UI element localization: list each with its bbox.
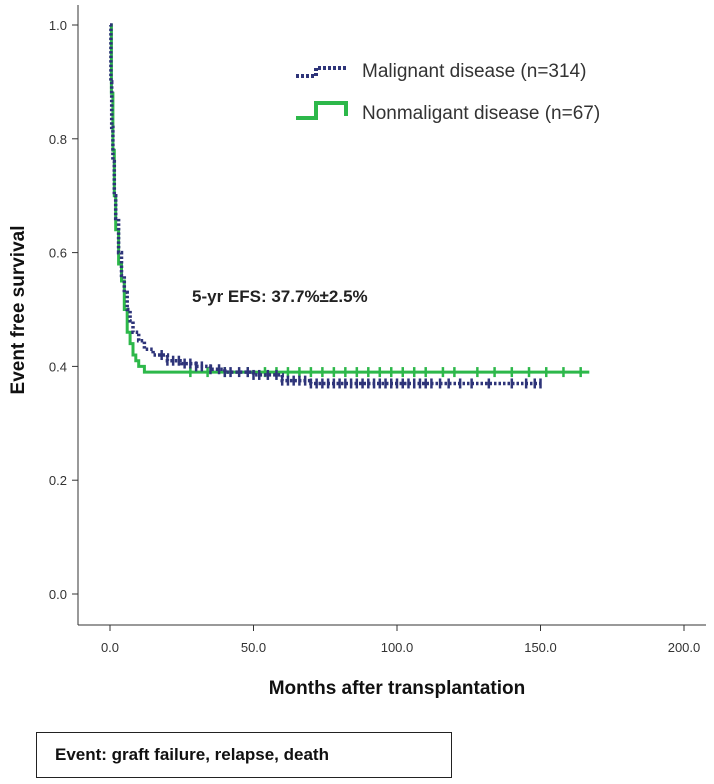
series-layer <box>109 23 590 389</box>
efs-annotation: 5-yr EFS: 37.7%±2.5% <box>192 287 368 306</box>
x-tick-label: 150.0 <box>524 640 557 655</box>
x-tick-label: 200.0 <box>668 640 701 655</box>
series-malignant <box>109 23 542 389</box>
y-tick-label: 0.6 <box>49 246 67 261</box>
x-ticks: 0.0 50.0 100.0 150.0 200.0 <box>101 625 700 655</box>
y-axis-title: Event free survival <box>8 226 29 395</box>
legend-swatch-malignant <box>296 66 346 78</box>
y-tick-label: 0.4 <box>49 359 67 374</box>
legend-item-malignant: Malignant disease (n=314) <box>296 61 586 82</box>
y-tick-label: 0.0 <box>49 587 67 602</box>
x-tick-label: 50.0 <box>241 640 266 655</box>
y-ticks: 0.0 0.2 0.4 0.6 0.8 1.0 <box>49 18 78 602</box>
km-chart: 0.0 50.0 100.0 150.0 200.0 0.0 0.2 0.4 0.6 0.8 1.… <box>8 5 706 699</box>
x-tick-label: 0.0 <box>101 640 119 655</box>
legend-item-nonmalignant: Nonmaligant disease (n=67) <box>296 101 600 124</box>
axes <box>77 5 706 626</box>
legend: Malignant disease (n=314) Nonmaligant di… <box>296 61 600 124</box>
legend-label-malignant: Malignant disease (n=314) <box>362 61 586 82</box>
x-tick-label: 100.0 <box>381 640 414 655</box>
y-tick-label: 0.8 <box>49 132 67 147</box>
y-tick-label: 0.2 <box>49 473 67 488</box>
legend-label-nonmalignant: Nonmaligant disease (n=67) <box>362 103 600 124</box>
event-footnote: Event: graft failure, relapse, death <box>36 732 452 778</box>
legend-swatch-nonmalignant <box>296 101 348 120</box>
y-tick-label: 1.0 <box>49 18 67 33</box>
x-axis-title: Months after transplantation <box>269 678 526 699</box>
series-line-malignant <box>109 23 541 386</box>
